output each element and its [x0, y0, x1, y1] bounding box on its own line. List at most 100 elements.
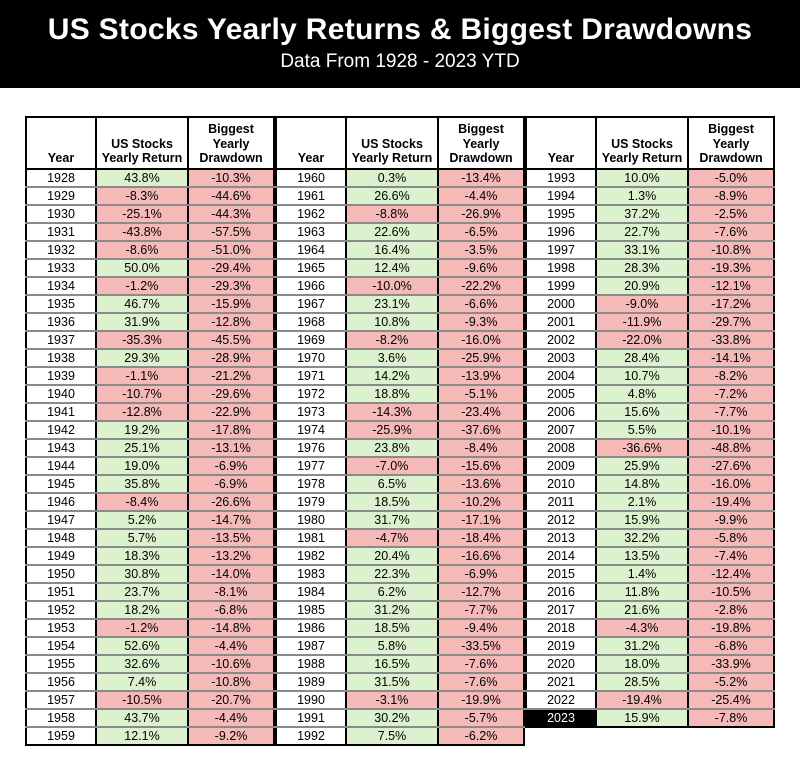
drawdown-cell: -14.8%	[187, 619, 274, 638]
table-row: 1969 -8.2% -16.0%	[276, 331, 524, 350]
table-row: 1981 -4.7% -18.4%	[276, 529, 524, 548]
return-cell: -1.2%	[95, 619, 188, 638]
table-row: 2022 -19.4% -25.4%	[526, 691, 774, 710]
header-row: Year US Stocks Yearly Return Biggest Yea…	[526, 117, 774, 170]
table-row: 1974 -25.9% -37.6%	[276, 421, 524, 440]
drawdown-cell: -9.9%	[687, 511, 774, 530]
drawdown-cell: -6.5%	[437, 223, 524, 242]
return-cell: 35.8%	[95, 475, 188, 494]
return-cell: 22.3%	[345, 565, 438, 584]
year-cell: 2002	[526, 331, 596, 350]
return-cell: -12.8%	[95, 403, 188, 422]
return-cell: 5.2%	[95, 511, 188, 530]
drawdown-cell: -7.4%	[687, 547, 774, 566]
year-cell: 1933	[26, 259, 96, 278]
drawdown-cell: -5.1%	[437, 385, 524, 404]
drawdown-cell: -13.6%	[437, 475, 524, 494]
drawdown-cell: -5.7%	[437, 709, 524, 728]
return-cell: -4.3%	[595, 619, 688, 638]
table-row: 1983 22.3% -6.9%	[276, 565, 524, 584]
table-row: 1932 -8.6% -51.0%	[26, 241, 274, 260]
return-cell: 22.7%	[595, 223, 688, 242]
return-cell: 31.7%	[345, 511, 438, 530]
return-cell: 15.9%	[595, 511, 688, 530]
drawdown-cell: -17.2%	[687, 295, 774, 314]
year-cell: 1997	[526, 241, 596, 260]
drawdown-cell: -48.8%	[687, 439, 774, 458]
drawdown-cell: -28.9%	[187, 349, 274, 368]
table-row: 1988 16.5% -7.6%	[276, 655, 524, 674]
year-cell: 1935	[26, 295, 96, 314]
return-cell: -35.3%	[95, 331, 188, 350]
drawdown-cell: -19.8%	[687, 619, 774, 638]
year-cell: 1937	[26, 331, 96, 350]
table-body: 1928 43.8% -10.3% 1929 -8.3% -44.6% 1930 -25.1%…	[26, 169, 274, 745]
return-cell: 43.8%	[95, 169, 188, 188]
return-cell: -4.7%	[345, 529, 438, 548]
table-row: 2004 10.7% -8.2%	[526, 367, 774, 386]
year-cell: 1956	[26, 673, 96, 692]
year-cell: 1990	[276, 691, 346, 710]
drawdown-cell: -14.7%	[187, 511, 274, 530]
return-cell: 25.9%	[595, 457, 688, 476]
year-cell: 1965	[276, 259, 346, 278]
return-cell: 43.7%	[95, 709, 188, 728]
table-row: 1971 14.2% -13.9%	[276, 367, 524, 386]
return-cell: 6.2%	[345, 583, 438, 602]
drawdown-cell: -7.8%	[687, 709, 774, 727]
year-cell: 1929	[26, 187, 96, 206]
column-header-year: Year	[26, 117, 96, 170]
year-cell: 1969	[276, 331, 346, 350]
table-row: 1997 33.1% -10.8%	[526, 241, 774, 260]
drawdown-cell: -8.1%	[187, 583, 274, 602]
year-cell: 2011	[526, 493, 596, 512]
drawdown-cell: -4.4%	[437, 187, 524, 206]
return-cell: 31.2%	[345, 601, 438, 620]
return-cell: 5.5%	[595, 421, 688, 440]
year-cell: 1934	[26, 277, 96, 296]
year-cell: 1954	[26, 637, 96, 656]
year-cell: 1964	[276, 241, 346, 260]
year-cell: 1940	[26, 385, 96, 404]
drawdown-cell: -9.6%	[437, 259, 524, 278]
table-row: 2012 15.9% -9.9%	[526, 511, 774, 530]
drawdown-cell: -51.0%	[187, 241, 274, 260]
return-cell: 16.5%	[345, 655, 438, 674]
return-cell: 6.5%	[345, 475, 438, 494]
table-row: 1976 23.8% -8.4%	[276, 439, 524, 458]
table-row: 1972 18.8% -5.1%	[276, 385, 524, 404]
drawdown-cell: -5.8%	[687, 529, 774, 548]
year-cell: 2018	[526, 619, 596, 638]
return-cell: 18.0%	[595, 655, 688, 674]
return-cell: -11.9%	[595, 313, 688, 332]
drawdown-cell: -12.7%	[437, 583, 524, 602]
year-cell: 1991	[276, 709, 346, 728]
return-cell: -22.0%	[595, 331, 688, 350]
year-cell: 1947	[26, 511, 96, 530]
year-cell: 1993	[526, 169, 596, 188]
table-row: 2007 5.5% -10.1%	[526, 421, 774, 440]
returns-table-1960-1992: Year US Stocks Yearly Return Biggest Yea…	[275, 116, 525, 746]
return-cell: -19.4%	[595, 691, 688, 710]
year-cell: 1977	[276, 457, 346, 476]
drawdown-cell: -29.3%	[187, 277, 274, 296]
drawdown-cell: -17.1%	[437, 511, 524, 530]
return-cell: 3.6%	[345, 349, 438, 368]
header-row: Year US Stocks Yearly Return Biggest Yea…	[26, 117, 274, 170]
table-row: 1948 5.7% -13.5%	[26, 529, 274, 548]
drawdown-cell: -25.9%	[437, 349, 524, 368]
year-cell: 1967	[276, 295, 346, 314]
year-cell: 2007	[526, 421, 596, 440]
drawdown-cell: -16.0%	[687, 475, 774, 494]
table-row: 1940 -10.7% -29.6%	[26, 385, 274, 404]
year-cell: 1955	[26, 655, 96, 674]
drawdown-cell: -6.8%	[187, 601, 274, 620]
year-cell: 1945	[26, 475, 96, 494]
return-cell: -1.1%	[95, 367, 188, 386]
drawdown-cell: -13.1%	[187, 439, 274, 458]
return-cell: 5.8%	[345, 637, 438, 656]
year-cell: 1971	[276, 367, 346, 386]
year-cell: 2021	[526, 673, 596, 692]
table-row: 1934 -1.2% -29.3%	[26, 277, 274, 296]
drawdown-cell: -17.8%	[187, 421, 274, 440]
